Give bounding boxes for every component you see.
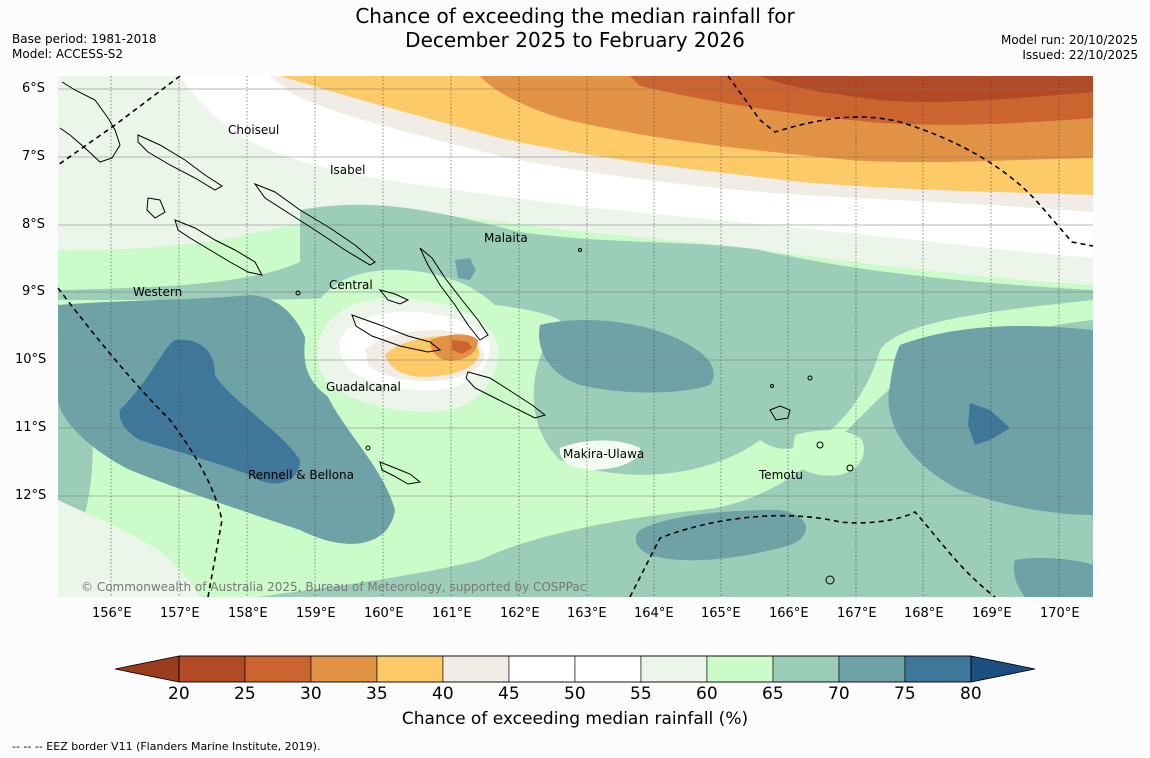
rennell-coast [379,461,422,485]
band-70-75-southeast [1013,557,1093,597]
lon-label-170e: 170°E [1040,606,1080,621]
colorbar-tick-65: 65 [762,684,784,704]
lon-label-165e: 165°E [701,606,741,621]
colorbar-tick-35: 35 [366,684,388,704]
florida-coast [378,289,410,305]
lon-label-159e: 159°E [296,606,336,621]
colorbar-tick-30: 30 [300,684,322,704]
malaita-patch [455,258,476,280]
eez-legend-note: -- -- -- EEZ border V11 (Flanders Marine… [12,740,321,753]
colorbar-tick-50: 50 [564,684,586,704]
colorbar-swatch [178,655,246,683]
province-label-guadalcanal: Guadalcanal [326,380,401,394]
province-label-western: Western [133,285,183,299]
map-title-line1: Chance of exceeding the median rainfall … [355,4,795,28]
latitude-lines [58,88,1093,497]
colorbar-swatch [904,655,972,683]
model-run-text: Model run: 20/10/2025 [1000,33,1138,47]
colorbar [114,655,1036,683]
lon-label-158e: 158°E [228,606,268,621]
lon-label-168e: 168°E [904,606,944,621]
colorbar-tick-20: 20 [168,684,190,704]
map-title-line2: December 2025 to February 2026 [405,28,745,52]
vella-lavella-coast [146,197,166,219]
colorbar-title: Chance of exceeding median rainfall (%) [401,709,749,729]
colorbar-swatch [772,655,840,683]
lon-label-162e: 162°E [500,606,540,621]
colorbar-tick-60: 60 [696,684,718,704]
lon-label-164e: 164°E [634,606,674,621]
lon-label-163e: 163°E [567,606,607,621]
guadalcanal-core [452,340,472,354]
colorbar-tick-55: 55 [630,684,652,704]
colorbar-swatch [508,655,576,683]
lon-label-157e: 157°E [160,606,200,621]
colorbar-swatch [442,655,510,683]
band-70-75-east [539,320,714,393]
colorbar-tick-45: 45 [498,684,520,704]
makira-coast [465,371,547,419]
colorbar-swatch [376,655,444,683]
province-label-temotu: Temotu [759,468,804,482]
province-label-malaita: Malaita [484,231,528,245]
band-75-80-west [119,339,300,484]
colorbar-swatch [244,655,312,683]
grid-lines [110,76,1060,597]
lat-label-8s: 8°S [22,217,46,232]
lon-label-167e: 167°E [837,606,877,621]
province-label-rennell-bellona: Rennell & Bellona [248,468,355,482]
copyright-text: © Commonwealth of Australia 2025, Bureau… [81,580,587,594]
colorbar-swatch [310,655,378,683]
probability-fill-layer [58,76,1093,597]
colorbar-swatch [640,655,708,683]
colorbar-tick-75: 75 [894,684,916,704]
lat-label-7s: 7°S [22,149,46,164]
colorbar-over-arrow [970,655,1036,683]
green-southwest [58,500,200,597]
province-label-makira-ulawa: Makira-Ulawa [563,447,645,461]
province-label-isabel: Isabel [330,163,366,177]
colorbar-tick-25: 25 [234,684,256,704]
lon-label-156e: 156°E [92,606,132,621]
isabel-coast [253,182,376,266]
guadalcanal-coast [351,314,442,353]
lat-label-12s: 12°S [15,488,47,503]
malaita-coast [419,247,489,341]
colorbar-under-arrow [114,655,180,683]
model-text: Model: ACCESS-S2 [12,47,124,61]
colorbar-tick-40: 40 [432,684,454,704]
santa-cruz-coast [769,405,791,421]
issued-text: Issued: 22/10/2025 [1022,48,1138,62]
colorbar-tick-70: 70 [828,684,850,704]
colorbar-swatch [706,655,774,683]
lat-label-6s: 6°S [22,81,46,96]
province-label-central: Central [329,278,373,292]
coastline-layer [59,81,854,585]
colorbar-swatch [574,655,642,683]
makira-white [559,440,641,470]
lat-label-10s: 10°S [15,352,47,367]
province-label-choiseul: Choiseul [228,123,280,137]
new-georgia-coast [174,219,263,276]
lon-label-166e: 166°E [769,606,809,621]
lon-label-161e: 161°E [432,606,472,621]
lon-label-160e: 160°E [364,606,404,621]
colorbar-swatch [838,655,906,683]
lat-label-9s: 9°S [22,284,46,299]
lon-label-169e: 169°E [972,606,1012,621]
base-period-text: Base period: 1981-2018 [12,32,157,46]
bougainville-coast [59,81,121,163]
lat-label-11s: 11°S [15,420,47,435]
colorbar-tick-80: 80 [960,684,982,704]
band-75-80-far-east [968,403,1010,445]
eez-border-layer [57,75,1094,598]
temotu-green [792,430,864,476]
choiseul-coast [137,134,223,191]
colorbar-swatches [178,655,972,683]
